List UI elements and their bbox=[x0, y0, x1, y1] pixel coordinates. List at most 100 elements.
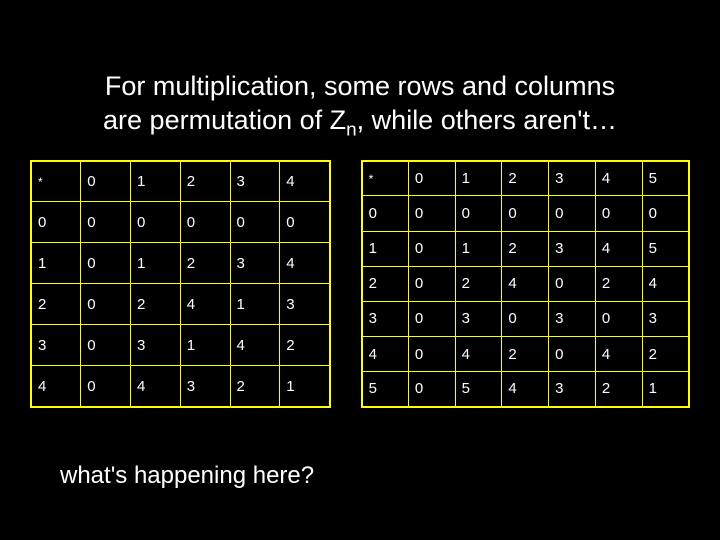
col-header: 3 bbox=[549, 161, 596, 196]
table-row: 0 0 0 0 0 0 0 bbox=[362, 196, 689, 231]
row-header: 0 bbox=[362, 196, 409, 231]
col-header: 2 bbox=[502, 161, 549, 196]
cell: 3 bbox=[642, 301, 689, 336]
cell: 0 bbox=[408, 372, 455, 407]
row-header: 4 bbox=[362, 336, 409, 371]
cell: 0 bbox=[230, 202, 280, 243]
cell: 4 bbox=[502, 266, 549, 301]
cell: 0 bbox=[408, 336, 455, 371]
cell: 1 bbox=[230, 284, 280, 325]
table-row: * 0 1 2 3 4 bbox=[31, 161, 330, 202]
heading-line2b: , while others aren't… bbox=[357, 105, 617, 135]
cell: 0 bbox=[595, 196, 642, 231]
row-header: 1 bbox=[362, 231, 409, 266]
cell: 0 bbox=[502, 301, 549, 336]
col-header: 5 bbox=[642, 161, 689, 196]
cell: 0 bbox=[455, 196, 502, 231]
cell: 2 bbox=[502, 336, 549, 371]
row-header: 0 bbox=[31, 202, 81, 243]
slide-heading: For multiplication, some rows and column… bbox=[0, 0, 720, 142]
row-header: 3 bbox=[362, 301, 409, 336]
cell: 4 bbox=[230, 325, 280, 366]
cell: 2 bbox=[595, 372, 642, 407]
col-header: 4 bbox=[280, 161, 330, 202]
cell: 2 bbox=[642, 336, 689, 371]
tables-container: * 0 1 2 3 4 0 0 0 0 0 0 1 0 1 2 3 4 bbox=[0, 142, 720, 408]
cell: 0 bbox=[81, 366, 131, 407]
cell: 4 bbox=[502, 372, 549, 407]
row-header: 1 bbox=[31, 243, 81, 284]
cell: 1 bbox=[642, 372, 689, 407]
row-header: 3 bbox=[31, 325, 81, 366]
table-row: 0 0 0 0 0 0 bbox=[31, 202, 330, 243]
table-row: 3 0 3 0 3 0 3 bbox=[362, 301, 689, 336]
cell: 2 bbox=[455, 266, 502, 301]
cell: 0 bbox=[502, 196, 549, 231]
col-header: 0 bbox=[408, 161, 455, 196]
cell: 2 bbox=[502, 231, 549, 266]
row-header: 5 bbox=[362, 372, 409, 407]
cell: 1 bbox=[180, 325, 230, 366]
cell: 0 bbox=[131, 202, 181, 243]
table-row: 1 0 1 2 3 4 5 bbox=[362, 231, 689, 266]
cell: 0 bbox=[81, 325, 131, 366]
cell: 0 bbox=[595, 301, 642, 336]
cell: 2 bbox=[230, 366, 280, 407]
cell: 0 bbox=[81, 243, 131, 284]
cell: 4 bbox=[455, 336, 502, 371]
cell: 0 bbox=[642, 196, 689, 231]
table-row: 4 0 4 3 2 1 bbox=[31, 366, 330, 407]
cell: 3 bbox=[549, 231, 596, 266]
cell: 5 bbox=[455, 372, 502, 407]
cell: 1 bbox=[131, 243, 181, 284]
cell: 0 bbox=[81, 202, 131, 243]
col-header: 2 bbox=[180, 161, 230, 202]
mult-table-z5: * 0 1 2 3 4 0 0 0 0 0 0 1 0 1 2 3 4 bbox=[30, 160, 331, 408]
mult-table-z6: * 0 1 2 3 4 5 0 0 0 0 0 0 0 1 0 1 2 bbox=[361, 160, 690, 408]
cell: 4 bbox=[280, 243, 330, 284]
col-header: 0 bbox=[81, 161, 131, 202]
cell: 3 bbox=[549, 372, 596, 407]
heading-line2a: are permutation of Z bbox=[103, 105, 346, 135]
table-row: 5 0 5 4 3 2 1 bbox=[362, 372, 689, 407]
table-row: 2 0 2 4 0 2 4 bbox=[362, 266, 689, 301]
cell: 2 bbox=[595, 266, 642, 301]
cell: 3 bbox=[131, 325, 181, 366]
corner-cell: * bbox=[31, 161, 81, 202]
cell: 0 bbox=[549, 266, 596, 301]
corner-cell: * bbox=[362, 161, 409, 196]
row-header: 2 bbox=[31, 284, 81, 325]
cell: 0 bbox=[408, 196, 455, 231]
cell: 4 bbox=[642, 266, 689, 301]
table-row: 3 0 3 1 4 2 bbox=[31, 325, 330, 366]
cell: 4 bbox=[595, 336, 642, 371]
cell: 4 bbox=[180, 284, 230, 325]
col-header: 1 bbox=[131, 161, 181, 202]
col-header: 3 bbox=[230, 161, 280, 202]
col-header: 4 bbox=[595, 161, 642, 196]
col-header: 1 bbox=[455, 161, 502, 196]
table-row: 1 0 1 2 3 4 bbox=[31, 243, 330, 284]
cell: 0 bbox=[408, 301, 455, 336]
cell: 3 bbox=[180, 366, 230, 407]
cell: 0 bbox=[280, 202, 330, 243]
cell: 0 bbox=[408, 231, 455, 266]
cell: 2 bbox=[180, 243, 230, 284]
cell: 4 bbox=[595, 231, 642, 266]
cell: 4 bbox=[131, 366, 181, 407]
cell: 1 bbox=[280, 366, 330, 407]
cell: 0 bbox=[81, 284, 131, 325]
cell: 0 bbox=[549, 196, 596, 231]
cell: 3 bbox=[230, 243, 280, 284]
footer-text: what's happening here? bbox=[60, 462, 314, 490]
cell: 2 bbox=[280, 325, 330, 366]
cell: 0 bbox=[408, 266, 455, 301]
heading-subscript: n bbox=[346, 119, 357, 140]
row-header: 4 bbox=[31, 366, 81, 407]
cell: 0 bbox=[549, 336, 596, 371]
table-row: 4 0 4 2 0 4 2 bbox=[362, 336, 689, 371]
heading-line1: For multiplication, some rows and column… bbox=[105, 71, 615, 101]
cell: 5 bbox=[642, 231, 689, 266]
cell: 3 bbox=[280, 284, 330, 325]
table-row: * 0 1 2 3 4 5 bbox=[362, 161, 689, 196]
